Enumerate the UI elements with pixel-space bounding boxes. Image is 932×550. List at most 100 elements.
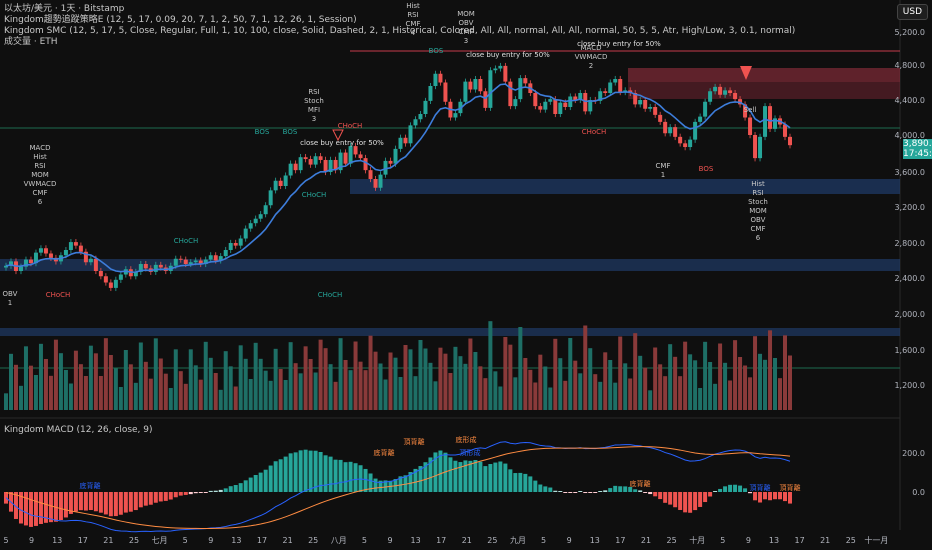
volume-bar xyxy=(303,346,308,410)
volume-bar xyxy=(663,376,668,410)
macd-histogram-bar xyxy=(233,485,238,492)
macd-histogram-bar xyxy=(253,474,258,492)
signal-label: RSI xyxy=(407,11,418,19)
signal-label: MACD xyxy=(581,44,602,52)
candle-body xyxy=(648,107,653,109)
candle-body xyxy=(48,253,53,258)
macd-histogram-bar xyxy=(568,492,573,493)
candle-body xyxy=(103,276,108,283)
candle-body xyxy=(663,121,668,134)
candle-body xyxy=(198,260,203,264)
volume-bar xyxy=(438,347,443,410)
candle-body xyxy=(88,258,93,263)
volume-bar xyxy=(733,340,738,410)
volume-bar xyxy=(8,353,13,410)
price-tick-label: 5,200.0 xyxy=(894,28,925,37)
candle-body xyxy=(653,107,658,115)
candle-body xyxy=(343,152,348,164)
signal-label: CMF xyxy=(751,225,766,233)
supply-zone xyxy=(628,68,900,82)
candle-body xyxy=(258,214,263,219)
signal-label: RSI xyxy=(308,88,319,96)
signal-label: Sell xyxy=(744,106,757,114)
signal-label: MOM xyxy=(749,207,767,215)
macd-histogram-bar xyxy=(728,484,733,492)
volume-bar xyxy=(788,355,792,410)
macd-tick-label: 0.0 xyxy=(912,488,925,497)
candle-body xyxy=(613,79,618,83)
macd-signal-label: 底背離 xyxy=(374,448,395,457)
candle-body xyxy=(698,116,703,122)
candle-body xyxy=(38,248,43,253)
candle-body xyxy=(283,175,288,186)
macd-histogram-bar xyxy=(213,490,218,492)
macd-histogram-bar xyxy=(423,462,428,492)
candle-body xyxy=(33,252,38,264)
candle-body xyxy=(108,282,113,288)
x-tick-label: 25 xyxy=(308,536,318,545)
macd-histogram-bar xyxy=(528,476,533,492)
macd-histogram-bar xyxy=(538,484,543,492)
indicator-line-1: Kingdom趨勢追蹤策略E (12, 5, 17, 0.09, 20, 7, … xyxy=(4,15,357,25)
candle-body xyxy=(763,106,768,137)
volume-bar xyxy=(573,360,578,410)
price-tick-label: 4,800.0 xyxy=(894,61,925,70)
volume-bar xyxy=(623,363,628,410)
candle-body xyxy=(578,93,583,100)
volume-bar xyxy=(353,341,358,410)
volume-bar xyxy=(498,386,503,410)
macd-histogram-bar xyxy=(438,450,443,492)
x-tick-label: 5 xyxy=(362,536,367,545)
macd-histogram-bar xyxy=(403,475,408,492)
candle-body xyxy=(553,99,558,114)
macd-histogram-bar xyxy=(343,462,348,492)
macd-histogram-bar xyxy=(128,492,133,512)
macd-histogram-bar xyxy=(203,492,208,493)
macd-histogram-bar xyxy=(788,492,792,504)
macd-histogram-bar xyxy=(523,473,528,492)
x-tick-label: 25 xyxy=(129,536,139,545)
candle-body xyxy=(458,101,463,114)
x-tick-label: 17 xyxy=(795,536,805,545)
volume-bar xyxy=(708,362,713,410)
currency-button[interactable]: USD xyxy=(896,4,928,20)
volume-bar xyxy=(278,369,283,410)
volume-bar xyxy=(208,357,213,410)
macd-histogram-bar xyxy=(488,464,493,492)
volume-bar xyxy=(93,353,98,410)
volume-bar xyxy=(703,341,708,410)
volume-bar xyxy=(588,348,593,410)
candle-body xyxy=(393,148,398,164)
candle-body xyxy=(173,258,178,266)
candle-body xyxy=(298,157,303,171)
volume-bar xyxy=(668,344,673,410)
macd-histogram-bar xyxy=(288,453,293,492)
macd-histogram-bar xyxy=(653,492,658,497)
candle-body xyxy=(243,228,248,239)
macd-histogram-bar xyxy=(18,492,23,524)
candle-body xyxy=(493,68,498,71)
candle-body xyxy=(398,137,403,149)
bar-countdown: 17:45:14 xyxy=(903,149,932,159)
demand-zone xyxy=(350,179,900,194)
macd-histogram-bar xyxy=(563,492,568,493)
volume-bar xyxy=(263,370,268,410)
volume-bar xyxy=(418,340,423,410)
volume-bar xyxy=(528,369,533,410)
volume-bar xyxy=(543,366,548,410)
macd-histogram-bar xyxy=(188,492,193,495)
macd-histogram-bar xyxy=(708,492,713,497)
macd-histogram-bar xyxy=(363,468,368,492)
candle-body xyxy=(433,73,438,86)
candle-body xyxy=(643,100,648,109)
candle-body xyxy=(213,255,218,261)
candle-body xyxy=(223,250,228,257)
candle-body xyxy=(428,86,433,101)
candle-body xyxy=(208,255,213,260)
macd-histogram-bar xyxy=(163,492,168,501)
volume-bar xyxy=(153,338,158,410)
macd-histogram-bar xyxy=(613,485,618,492)
macd-tick-label: 200.0 xyxy=(902,449,925,458)
candle-body xyxy=(353,146,358,155)
